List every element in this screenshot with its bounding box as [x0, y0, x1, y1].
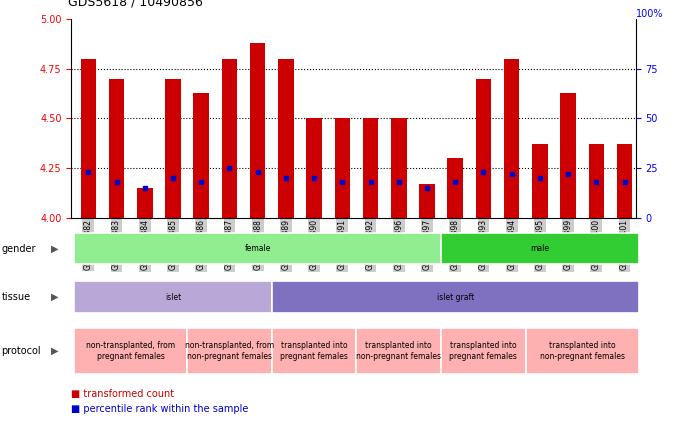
Bar — [504, 59, 520, 218]
Bar — [250, 43, 265, 218]
Text: male: male — [530, 244, 549, 253]
Text: gender: gender — [1, 244, 36, 253]
Text: GDS5618 / 10490856: GDS5618 / 10490856 — [68, 0, 203, 8]
Bar — [335, 118, 350, 218]
Bar — [617, 144, 632, 218]
Text: islet: islet — [165, 293, 181, 302]
Bar — [588, 144, 604, 218]
Bar — [391, 118, 407, 218]
Bar — [447, 158, 463, 218]
Bar — [306, 118, 322, 218]
Text: tissue: tissue — [1, 292, 31, 302]
Bar — [137, 188, 152, 218]
Text: transplanted into
non-pregnant females: transplanted into non-pregnant females — [356, 341, 441, 361]
Bar — [419, 184, 435, 218]
Text: ▶: ▶ — [50, 292, 58, 302]
Text: non-transplanted, from
non-pregnant females: non-transplanted, from non-pregnant fema… — [185, 341, 274, 361]
Text: protocol: protocol — [1, 346, 41, 356]
Text: islet graft: islet graft — [437, 293, 474, 302]
Bar — [165, 79, 181, 218]
Bar — [560, 93, 576, 218]
Bar — [278, 59, 294, 218]
Bar — [80, 59, 96, 218]
Bar — [362, 118, 378, 218]
Text: non-transplanted, from
pregnant females: non-transplanted, from pregnant females — [86, 341, 175, 361]
Bar — [193, 93, 209, 218]
Text: transplanted into
non-pregnant females: transplanted into non-pregnant females — [540, 341, 625, 361]
Text: female: female — [245, 244, 271, 253]
Bar — [532, 144, 547, 218]
Text: ▶: ▶ — [50, 346, 58, 356]
Bar — [109, 79, 124, 218]
Text: transplanted into
pregnant females: transplanted into pregnant females — [449, 341, 517, 361]
Text: ■ percentile rank within the sample: ■ percentile rank within the sample — [71, 404, 249, 414]
Text: ▶: ▶ — [50, 244, 58, 253]
Bar — [475, 79, 491, 218]
Text: ■ transformed count: ■ transformed count — [71, 390, 175, 399]
Text: transplanted into
pregnant females: transplanted into pregnant females — [280, 341, 348, 361]
Text: 100%: 100% — [636, 9, 663, 19]
Bar — [222, 59, 237, 218]
